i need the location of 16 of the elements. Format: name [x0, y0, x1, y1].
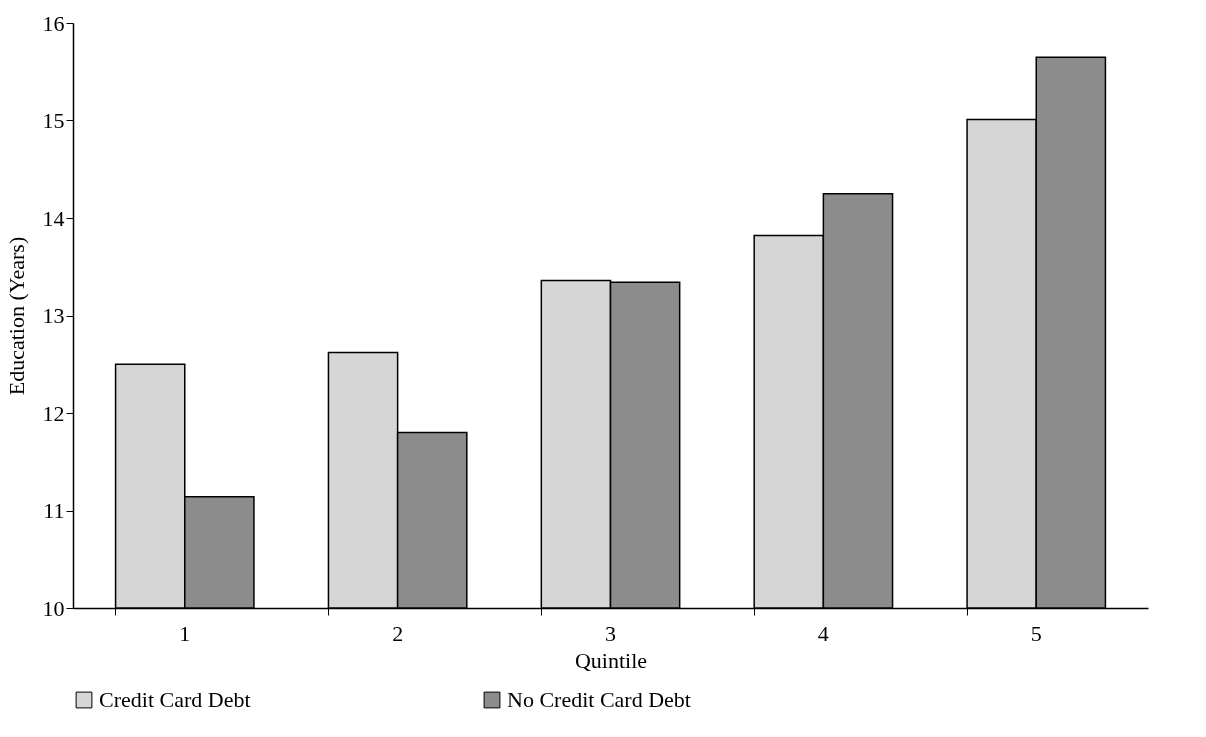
y-tick-label: 11 [43, 498, 65, 523]
x-tick-label: 5 [1030, 620, 1042, 646]
y-tick-label: 13 [42, 303, 65, 328]
y-axis-title: Education (Years) [3, 236, 29, 396]
legend-label: Credit Card Debt [99, 687, 251, 712]
y-tick-label: 16 [42, 10, 65, 36]
legend-label: No Credit Card Debt [507, 687, 691, 712]
x-tick-label: 3 [605, 620, 616, 646]
x-tick-label: 2 [392, 620, 404, 646]
y-tick-label: 14 [42, 205, 65, 231]
x-tick-label: 4 [817, 620, 829, 646]
y-tick-label: 15 [42, 108, 65, 133]
y-tick-label: 12 [42, 400, 65, 426]
x-tick-label: 1 [179, 620, 191, 646]
x-axis-title: Quintile [574, 647, 648, 673]
y-tick-label: 10 [42, 595, 65, 621]
